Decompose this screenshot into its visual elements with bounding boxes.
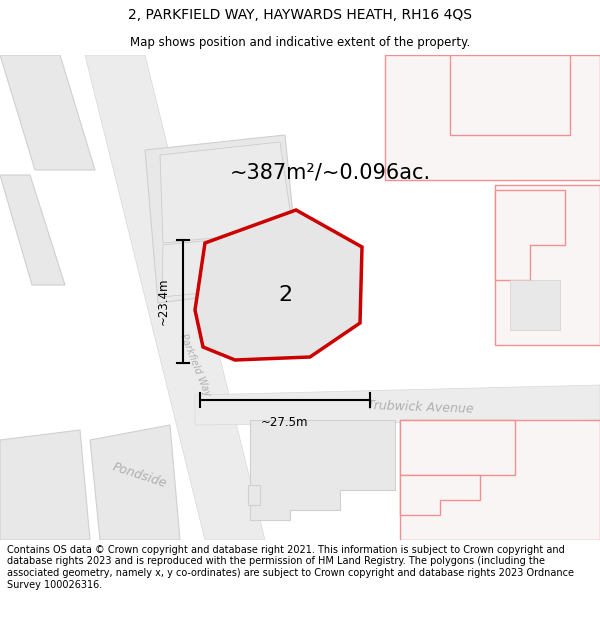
Polygon shape [385,55,600,180]
Text: Parkfield Way: Parkfield Way [178,332,212,398]
Polygon shape [85,55,265,540]
Text: ~387m²/~0.096ac.: ~387m²/~0.096ac. [229,163,431,183]
Polygon shape [495,185,600,345]
Text: Pondside: Pondside [111,460,169,490]
Text: ~23.4m: ~23.4m [157,278,170,325]
Text: ~27.5m: ~27.5m [261,416,309,429]
Polygon shape [0,430,90,540]
Polygon shape [400,420,515,475]
Polygon shape [195,210,362,360]
Text: Contains OS data © Crown copyright and database right 2021. This information is : Contains OS data © Crown copyright and d… [7,545,574,589]
Text: Map shows position and indicative extent of the property.: Map shows position and indicative extent… [130,36,470,49]
Polygon shape [495,190,565,280]
Polygon shape [90,425,180,540]
Polygon shape [250,420,395,520]
Polygon shape [162,232,298,297]
Polygon shape [450,55,570,135]
Polygon shape [510,280,560,330]
Polygon shape [395,55,520,130]
Polygon shape [195,385,600,425]
Polygon shape [0,175,65,285]
Text: 2, PARKFIELD WAY, HAYWARDS HEATH, RH16 4QS: 2, PARKFIELD WAY, HAYWARDS HEATH, RH16 4… [128,8,472,22]
Polygon shape [400,475,480,515]
Polygon shape [0,55,95,170]
Polygon shape [145,135,300,303]
Text: 2: 2 [278,285,292,305]
Polygon shape [248,485,260,505]
Polygon shape [400,420,600,540]
Text: Trubwick Avenue: Trubwick Avenue [367,399,473,416]
Polygon shape [160,142,293,243]
